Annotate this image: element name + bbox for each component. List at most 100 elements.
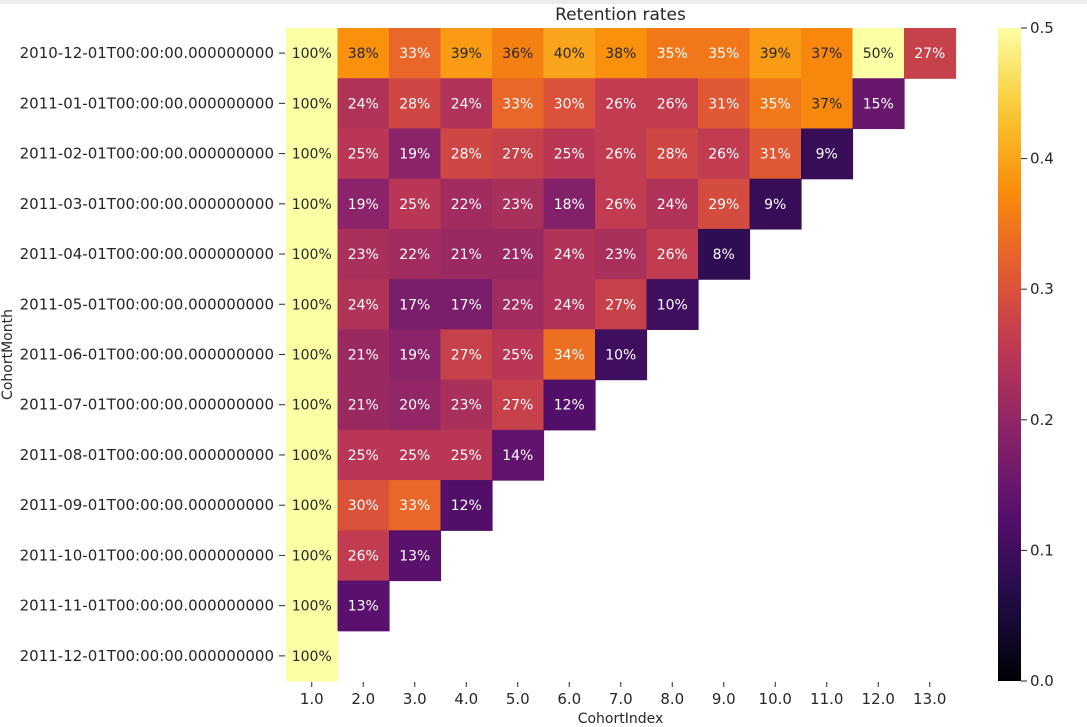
heatmap-cell <box>389 178 442 230</box>
heatmap-cell <box>543 78 596 130</box>
cell-value-label: 9% <box>764 197 786 213</box>
heatmap-cell <box>492 78 545 130</box>
heatmap-cell <box>337 480 390 531</box>
cell-value-label: 100% <box>292 46 332 62</box>
y-tick-label: 2011-02-01T00:00:00.000000000 <box>20 145 274 163</box>
y-tick-label: 2011-01-01T00:00:00.000000000 <box>20 94 274 112</box>
cell-value-label: 26% <box>708 147 739 163</box>
cell-value-label: 25% <box>348 147 379 163</box>
heatmap-cell <box>543 228 596 280</box>
heatmap-cell <box>492 28 545 79</box>
cell-value-label: 12% <box>554 398 585 414</box>
heatmap-cell <box>389 480 442 531</box>
heatmap-cell <box>389 279 442 330</box>
cell-value-label: 25% <box>399 448 430 464</box>
x-axis-label: CohortIndex <box>578 711 664 727</box>
cell-value-label: 27% <box>451 348 482 364</box>
cell-value-label: 26% <box>657 247 688 263</box>
x-tick-label: 10.0 <box>759 690 792 708</box>
heatmap-cell <box>286 279 339 330</box>
cell-value-label: 35% <box>657 46 688 62</box>
heatmap-cell <box>337 178 390 230</box>
heatmap-cell <box>337 530 390 582</box>
cell-value-label: 26% <box>348 548 379 564</box>
heatmap-cell <box>595 279 648 330</box>
heatmap-cell <box>646 128 699 180</box>
cell-value-label: 26% <box>605 197 636 213</box>
heatmap-cell <box>492 228 545 280</box>
cell-value-label: 26% <box>657 96 688 112</box>
cell-value-label: 100% <box>292 548 332 564</box>
cell-value-label: 100% <box>292 448 332 464</box>
cell-value-label: 34% <box>554 348 585 364</box>
cell-value-label: 21% <box>451 247 482 263</box>
heatmap-cell <box>286 28 339 79</box>
heatmap-cell <box>749 78 802 130</box>
cell-value-label: 25% <box>399 197 430 213</box>
heatmap-cell <box>595 128 648 180</box>
chart-title: Retention rates <box>555 5 686 25</box>
cell-value-label: 23% <box>451 398 482 414</box>
cell-value-label: 28% <box>451 147 482 163</box>
heatmap-cell <box>389 429 442 481</box>
cell-value-label: 38% <box>605 46 636 62</box>
heatmap-cell <box>492 178 545 230</box>
cell-value-label: 27% <box>502 398 533 414</box>
cell-value-label: 30% <box>348 498 379 514</box>
colorbar-tick-label: 0.5 <box>1030 19 1054 37</box>
cell-value-label: 24% <box>657 197 688 213</box>
heatmap-cell <box>698 128 751 180</box>
heatmap-cell <box>749 128 802 180</box>
heatmap-cell <box>286 530 339 582</box>
cell-value-label: 37% <box>811 46 842 62</box>
heatmap-cell <box>286 78 339 130</box>
cell-value-label: 15% <box>863 96 894 112</box>
colorbar-tick-label: 0.2 <box>1030 411 1054 429</box>
cell-value-label: 10% <box>657 297 688 313</box>
cell-value-label: 24% <box>348 96 379 112</box>
cell-value-label: 27% <box>914 46 945 62</box>
heatmap-cell <box>440 279 493 330</box>
heatmap-cell <box>286 630 339 682</box>
x-tick-label: 6.0 <box>557 690 581 708</box>
y-tick-label: 2011-11-01T00:00:00.000000000 <box>20 597 274 615</box>
y-tick-label: 2011-09-01T00:00:00.000000000 <box>20 496 274 514</box>
cell-value-label: 36% <box>502 46 533 62</box>
x-tick-label: 9.0 <box>712 690 736 708</box>
cell-value-label: 8% <box>713 247 735 263</box>
heatmap-cell <box>337 228 390 280</box>
colorbar-tick-label: 0.1 <box>1030 541 1054 559</box>
heatmap-cell <box>286 228 339 280</box>
heatmap-cell <box>337 379 390 431</box>
heatmap-cell <box>543 28 596 79</box>
heatmap-cell <box>543 379 596 431</box>
heatmap-cell <box>698 78 751 130</box>
heatmap-cell <box>492 429 545 481</box>
heatmap-cell <box>286 379 339 431</box>
cell-value-label: 100% <box>292 247 332 263</box>
x-tick-label: 12.0 <box>862 690 895 708</box>
heatmap-cell <box>337 580 390 632</box>
colorbar: 0.0 0.1 0.2 0.3 0.4 0.5 <box>998 19 1054 690</box>
cell-value-label: 26% <box>605 147 636 163</box>
heatmap-cell <box>337 78 390 130</box>
colorbar-tick-label: 0.0 <box>1030 672 1054 690</box>
heatmap-cell <box>646 279 699 330</box>
heatmap-cell <box>440 480 493 531</box>
cell-value-label: 31% <box>760 147 791 163</box>
y-axis-label: CohortMonth <box>0 309 16 400</box>
heatmap-cell <box>801 78 854 130</box>
heatmap-cell <box>904 28 957 79</box>
heatmap-cell <box>492 279 545 330</box>
heatmap-cell <box>440 228 493 280</box>
heatmap-cell <box>595 178 648 230</box>
y-tick-label: 2011-03-01T00:00:00.000000000 <box>20 195 274 213</box>
cell-value-label: 18% <box>554 197 585 213</box>
cell-value-label: 33% <box>399 46 430 62</box>
cell-value-label: 31% <box>708 96 739 112</box>
y-tick-label: 2011-05-01T00:00:00.000000000 <box>20 295 274 313</box>
y-tick-label: 2011-04-01T00:00:00.000000000 <box>20 245 274 263</box>
cell-value-label: 17% <box>451 297 482 313</box>
heatmap-cell <box>492 379 545 431</box>
